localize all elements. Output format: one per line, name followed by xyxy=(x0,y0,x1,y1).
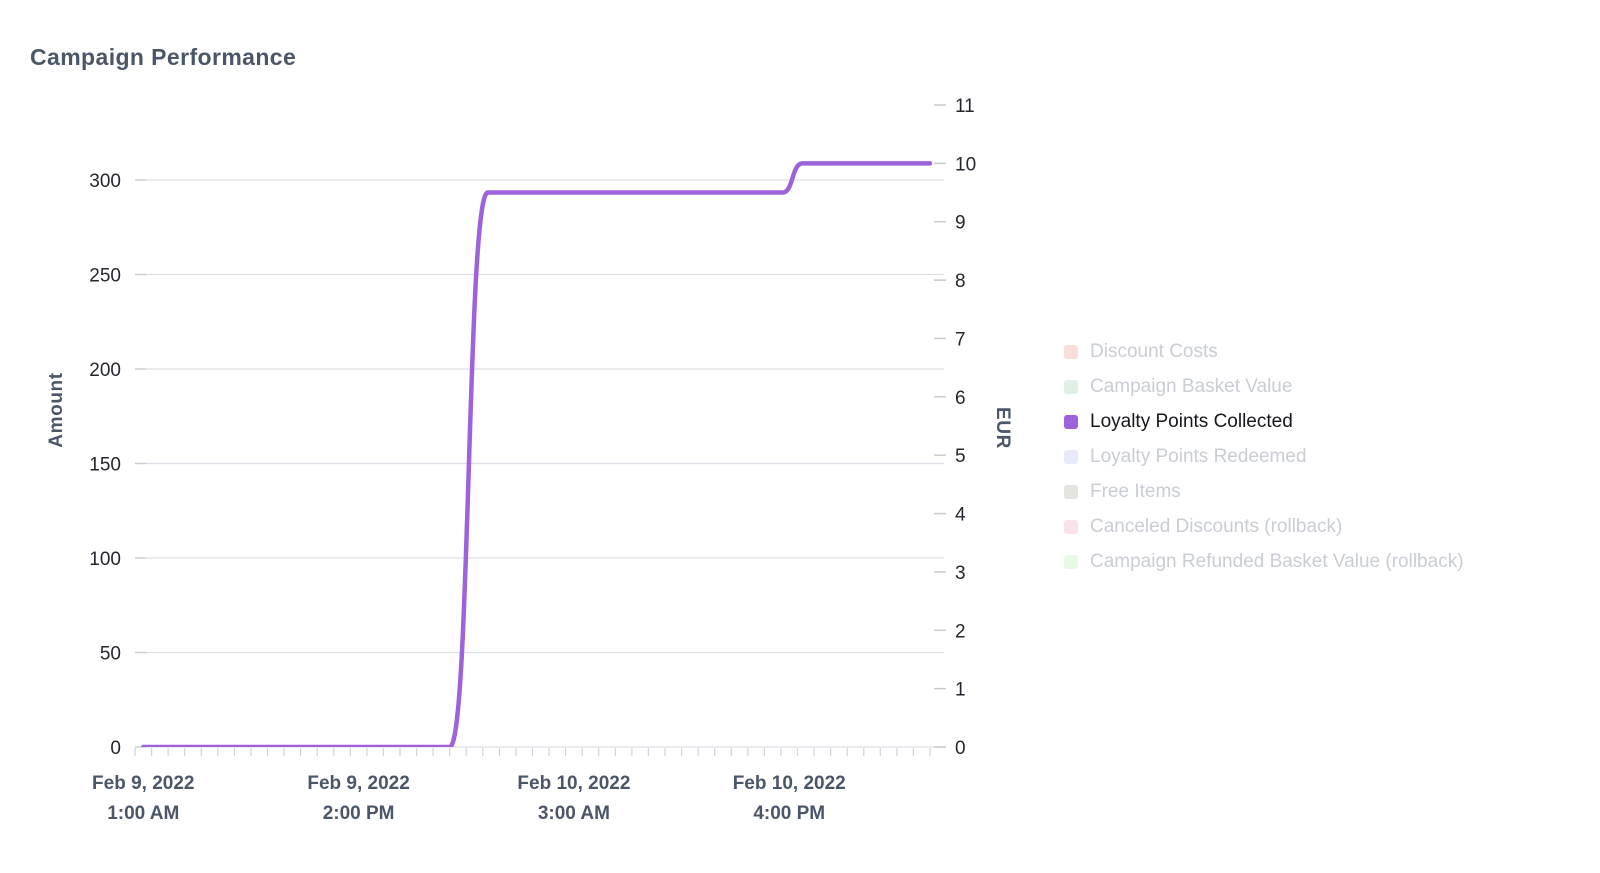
x-tick-date: Feb 9, 2022 xyxy=(307,773,409,794)
legend-label: Canceled Discounts (rollback) xyxy=(1090,515,1343,537)
right-axis-tick-label: 10 xyxy=(955,154,976,175)
x-tick-date: Feb 9, 2022 xyxy=(92,773,194,794)
legend-item-loyalty-points-redeemed[interactable]: Loyalty Points Redeemed xyxy=(1064,439,1464,474)
right-axis-tick-label: 6 xyxy=(955,388,966,409)
gridlines xyxy=(135,179,944,748)
legend-swatch-icon xyxy=(1064,379,1078,394)
x-tick-date: Feb 10, 2022 xyxy=(733,773,846,794)
x-tick-time: 4:00 PM xyxy=(753,803,825,824)
legend-label: Loyalty Points Redeemed xyxy=(1090,445,1307,467)
right-axis-tick-label: 4 xyxy=(955,505,966,526)
right-axis-tick-label: 11 xyxy=(955,96,975,117)
legend-swatch-icon xyxy=(1064,449,1078,464)
legend-label: Loyalty Points Collected xyxy=(1090,410,1293,432)
left-axis-tick-labels: 0 50 100 150 200 250 300 xyxy=(89,171,121,759)
legend-label: Campaign Refunded Basket Value (rollback… xyxy=(1090,550,1464,572)
x-tick-date: Feb 10, 2022 xyxy=(517,773,630,794)
x-axis-tick-labels: Feb 9, 2022 1:00 AM Feb 9, 2022 2:00 PM Feb … xyxy=(92,773,846,824)
right-axis-tick-label: 1 xyxy=(955,680,966,701)
left-axis-tick-label: 250 xyxy=(89,266,121,287)
series-line-loyalty-points-collected xyxy=(141,161,933,747)
left-axis-tick-label: 0 xyxy=(110,738,121,759)
legend-item-loyalty-points-collected[interactable]: Loyalty Points Collected xyxy=(1064,404,1464,439)
left-axis-tick-label: 200 xyxy=(89,360,121,381)
legend-label: Free Items xyxy=(1090,480,1181,502)
legend-swatch-icon xyxy=(1064,484,1078,499)
right-axis-tick-label: 9 xyxy=(955,213,966,234)
x-axis-minor-ticks xyxy=(134,748,931,756)
chart-title: Campaign Performance xyxy=(30,44,297,70)
legend-swatch-icon xyxy=(1064,519,1078,534)
legend-swatch-icon xyxy=(1064,414,1078,429)
x-tick-time: 1:00 AM xyxy=(107,803,179,824)
chart-legend: Discount Costs Campaign Basket Value Loyal… xyxy=(1064,334,1464,579)
x-tick-time: 2:00 PM xyxy=(323,803,395,824)
legend-item-discount-costs[interactable]: Discount Costs xyxy=(1064,334,1464,369)
right-axis-ticks: 0 1 2 3 4 5 6 7 8 9 10 11 xyxy=(934,96,976,759)
left-axis-tick-label: 50 xyxy=(100,644,121,665)
right-axis-tick-label: 5 xyxy=(955,446,966,467)
right-axis-tick-label: 7 xyxy=(955,329,966,350)
x-tick-time: 3:00 AM xyxy=(538,803,610,824)
legend-swatch-icon xyxy=(1064,554,1078,569)
right-axis-tick-label: 3 xyxy=(955,563,966,584)
right-axis-tick-label: 8 xyxy=(955,271,966,292)
left-axis-tick-label: 150 xyxy=(89,455,121,476)
right-axis-tick-label: 0 xyxy=(955,738,966,759)
right-axis-tick-label: 2 xyxy=(955,621,966,642)
legend-item-free-items[interactable]: Free Items xyxy=(1064,474,1464,509)
legend-label: Campaign Basket Value xyxy=(1090,375,1293,397)
legend-item-campaign-basket-value[interactable]: Campaign Basket Value xyxy=(1064,369,1464,404)
legend-item-canceled-discounts-rollback[interactable]: Canceled Discounts (rollback) xyxy=(1064,509,1464,544)
legend-swatch-icon xyxy=(1064,344,1078,359)
left-axis-tick-label: 300 xyxy=(89,171,121,192)
legend-item-campaign-refunded-basket-value-rollback[interactable]: Campaign Refunded Basket Value (rollback… xyxy=(1064,544,1464,579)
left-axis-tick-label: 100 xyxy=(89,549,121,570)
legend-label: Discount Costs xyxy=(1090,340,1218,362)
